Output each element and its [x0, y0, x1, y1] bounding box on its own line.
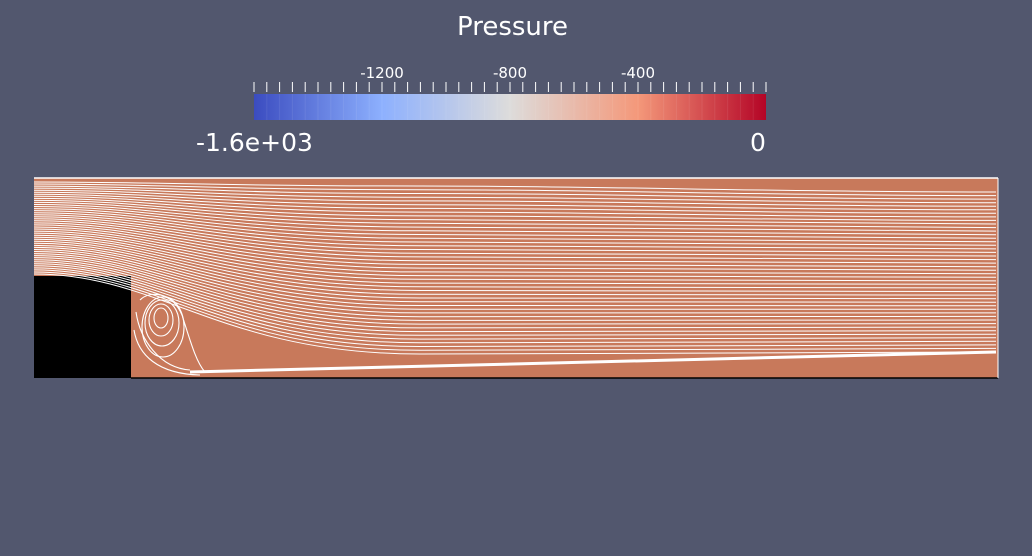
step-obstacle — [34, 276, 131, 378]
